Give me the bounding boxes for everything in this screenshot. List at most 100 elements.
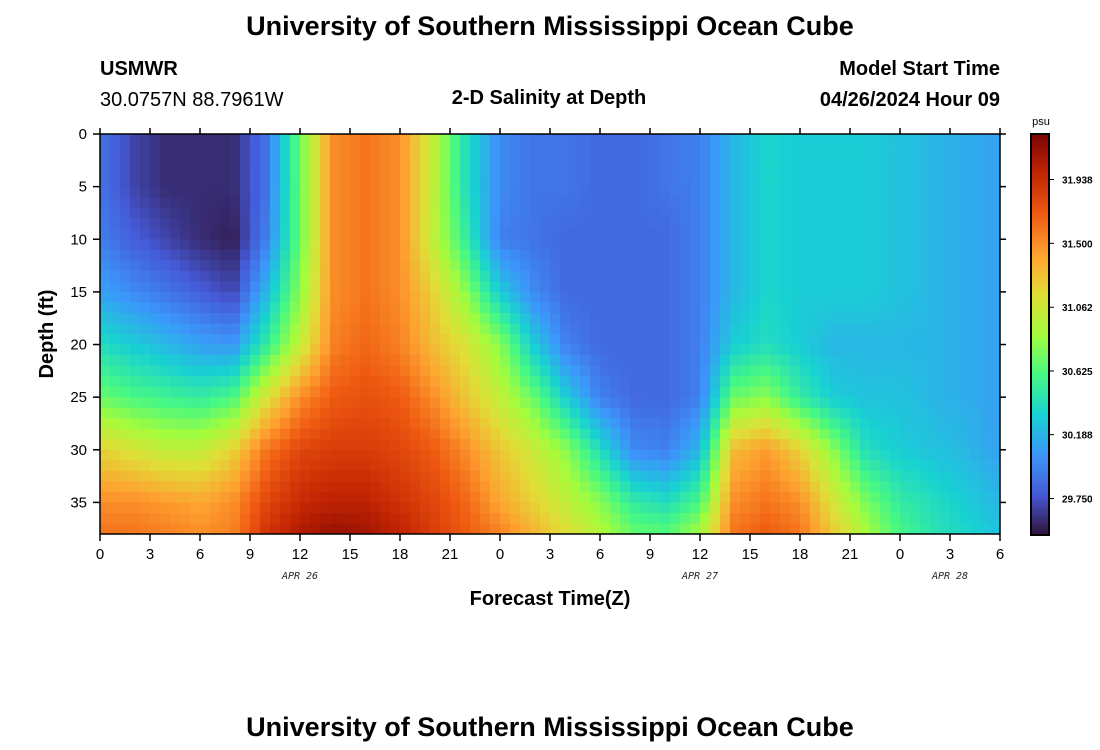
heatmap-cell: [240, 165, 251, 177]
heatmap-cell: [520, 460, 531, 472]
heatmap-cell: [470, 428, 481, 440]
heatmap-cell: [580, 218, 591, 230]
heatmap-cell: [340, 302, 351, 314]
heatmap-cell: [470, 502, 481, 514]
heatmap-cell: [440, 312, 451, 324]
heatmap-cell: [870, 386, 881, 398]
heatmap-cell: [650, 481, 661, 493]
heatmap-cell: [890, 418, 901, 430]
heatmap-cell: [550, 144, 561, 156]
heatmap-cell: [760, 323, 771, 335]
heatmap-cell: [770, 144, 781, 156]
heatmap-cell: [200, 165, 211, 177]
heatmap-cell: [680, 134, 691, 145]
heatmap-cell: [250, 260, 261, 272]
heatmap-cell: [800, 512, 811, 524]
heatmap-cell: [980, 470, 991, 482]
heatmap-cell: [480, 197, 491, 209]
heatmap-cell: [830, 470, 841, 482]
heatmap-cell: [920, 186, 931, 198]
heatmap-cell: [710, 228, 721, 240]
heatmap-cell: [730, 428, 741, 440]
heatmap-cell: [230, 491, 241, 503]
heatmap-cell: [900, 439, 911, 451]
heatmap-cell: [780, 481, 791, 493]
heatmap-cell: [450, 481, 461, 493]
heatmap-cell: [890, 323, 901, 335]
heatmap-cell: [880, 376, 891, 388]
heatmap-cell: [590, 481, 601, 493]
heatmap-cell: [100, 449, 111, 461]
heatmap-cell: [870, 428, 881, 440]
heatmap-cell: [680, 512, 691, 524]
heatmap-cell: [550, 407, 561, 419]
heatmap-cell: [240, 323, 251, 335]
heatmap-cell: [450, 449, 461, 461]
heatmap-cell: [100, 176, 111, 188]
heatmap-cell: [940, 302, 951, 314]
heatmap-cell: [750, 460, 761, 472]
heatmap-cell: [320, 239, 331, 251]
heatmap-cell: [410, 239, 421, 251]
heatmap-cell: [280, 523, 291, 535]
heatmap-cell: [670, 312, 681, 324]
heatmap-cell: [650, 386, 661, 398]
heatmap-cell: [850, 470, 861, 482]
heatmap-cell: [510, 207, 521, 219]
heatmap-cell: [820, 376, 831, 388]
heatmap-cell: [160, 449, 171, 461]
heatmap-cell: [620, 502, 631, 514]
heatmap-cell: [760, 418, 771, 430]
heatmap-cell: [850, 418, 861, 430]
heatmap-cell: [780, 312, 791, 324]
heatmap-cell: [240, 197, 251, 209]
heatmap-cell: [770, 365, 781, 377]
heatmap-cell: [190, 439, 201, 451]
heatmap-cell: [770, 439, 781, 451]
heatmap-cell: [800, 481, 811, 493]
heatmap-cell: [320, 460, 331, 472]
heatmap-cell: [740, 470, 751, 482]
heatmap-cell: [720, 523, 731, 535]
heatmap-cell: [950, 270, 961, 282]
heatmap-cell: [460, 239, 471, 251]
heatmap-cell: [450, 376, 461, 388]
heatmap-cell: [350, 365, 361, 377]
heatmap-cell: [470, 155, 481, 166]
heatmap-cell: [100, 376, 111, 388]
heatmap-cell: [180, 134, 191, 145]
heatmap-cell: [100, 386, 111, 398]
heatmap-cell: [250, 418, 261, 430]
heatmap-cell: [620, 186, 631, 198]
heatmap-cell: [770, 449, 781, 461]
heatmap-cell: [230, 397, 241, 409]
heatmap-cell: [210, 439, 221, 451]
heatmap-cell: [250, 376, 261, 388]
heatmap-cell: [540, 144, 551, 156]
heatmap-cell: [670, 470, 681, 482]
heatmap-cell: [310, 449, 321, 461]
heatmap-cell: [910, 281, 921, 293]
heatmap-cell: [740, 491, 751, 503]
heatmap-cell: [610, 355, 621, 366]
heatmap-cell: [830, 449, 841, 461]
heatmap-cell: [280, 302, 291, 314]
heatmap-cell: [920, 334, 931, 345]
heatmap-cell: [110, 312, 121, 324]
heatmap-cell: [130, 312, 141, 324]
heatmap-cell: [460, 481, 471, 493]
heatmap-cell: [630, 449, 641, 461]
heatmap-cell: [710, 270, 721, 282]
heatmap-cell: [370, 260, 381, 272]
heatmap-cell: [310, 312, 321, 324]
heatmap-cell: [880, 186, 891, 198]
heatmap-cell: [410, 439, 421, 451]
heatmap-cell: [730, 523, 741, 535]
heatmap-cell: [130, 228, 141, 240]
heatmap-cell: [360, 155, 371, 166]
heatmap-cell: [140, 197, 151, 209]
heatmap-cell: [830, 323, 841, 335]
heatmap-cell: [870, 281, 881, 293]
heatmap-cell: [740, 239, 751, 251]
heatmap-cell: [440, 207, 451, 219]
